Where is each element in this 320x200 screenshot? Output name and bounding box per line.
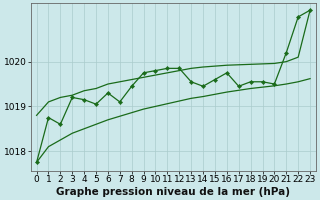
X-axis label: Graphe pression niveau de la mer (hPa): Graphe pression niveau de la mer (hPa) [56, 187, 290, 197]
